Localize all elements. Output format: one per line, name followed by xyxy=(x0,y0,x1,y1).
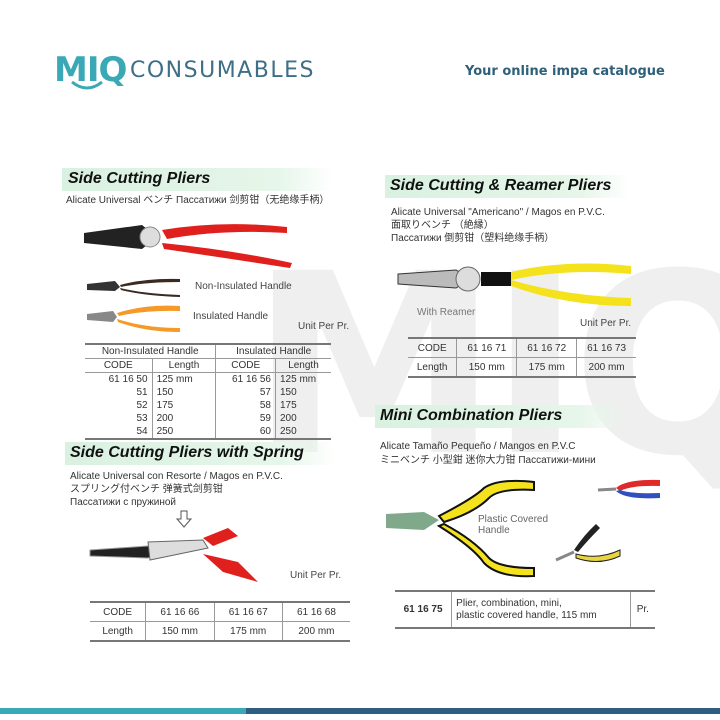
cell: 52 xyxy=(136,400,148,411)
section-subtitle: Alicate Tamaño Pequeño / Mangos en P.V.C xyxy=(380,441,576,452)
label-with-reamer: With Reamer xyxy=(417,307,476,318)
group-header: Non-Insulated Handle xyxy=(101,346,199,357)
section-title-bar xyxy=(62,168,332,191)
section-subtitle: Alicate Universal con Resorte / Magos en… xyxy=(70,471,283,482)
section-title-mini: Mini Combination Pliers xyxy=(380,407,563,424)
red-blue-mini-pliers-image xyxy=(597,479,660,499)
length-label: Length xyxy=(102,625,133,637)
length-cell: 200 mm xyxy=(281,621,350,641)
cell: 125 mm xyxy=(274,372,331,386)
side-cutting-table: Non-Insulated Handle Insulated Handle COD… xyxy=(85,343,331,440)
length-cell: 200 mm xyxy=(576,357,636,377)
black-yellow-mini-pliers-image xyxy=(555,524,621,562)
code-label: CODE xyxy=(417,342,447,354)
reamer-table: CODE 61 16 71 61 16 72 61 16 73 Length 150 m… xyxy=(408,337,636,378)
section-subtitle: スプリング付ベンチ 弹簧式剑剪钳 xyxy=(70,484,223,495)
cell: 175 xyxy=(151,399,216,412)
cell: 150 xyxy=(274,386,331,399)
section-subtitle: Alicate Universal ベンチ Пассатижи 剑剪钳（无绝缘手… xyxy=(66,195,330,206)
cell: 125 mm xyxy=(151,372,216,386)
down-arrow-icon xyxy=(176,510,192,528)
code-cell: 61 16 66 xyxy=(145,602,215,622)
mini-table: 61 16 75 Plier, combination, mini, plasti… xyxy=(395,590,655,629)
col-header: CODE xyxy=(215,358,276,373)
group-header: Insulated Handle xyxy=(215,344,331,359)
cell: 200 xyxy=(274,412,331,425)
red-pliers-image xyxy=(84,224,292,268)
table-row: 53 200 59 200 xyxy=(85,412,331,425)
section-title-reamer: Side Cutting & Reamer Pliers xyxy=(390,177,612,194)
code-cell: 61 16 67 xyxy=(213,602,283,622)
footer-bar-navy xyxy=(246,708,720,714)
mini-pliers-image xyxy=(386,479,535,578)
table-row: 61 16 50 125 mm 61 16 56 125 mm xyxy=(85,372,331,386)
section-title-bar xyxy=(385,175,630,198)
cell: 60 xyxy=(215,425,276,439)
section-subtitle: Пассатижи с пружиной xyxy=(70,497,177,508)
label-plastic-covered: Plastic Covered Handle xyxy=(478,514,548,536)
unit-cell: Pr. xyxy=(629,591,655,628)
description-line: Plier, combination, mini, xyxy=(456,597,562,609)
cell: 53 xyxy=(136,413,148,424)
tagline: Your online impa catalogue xyxy=(465,64,665,79)
cell: 57 xyxy=(215,386,276,399)
footer-bar-teal xyxy=(0,708,246,714)
label-line: Plastic Covered xyxy=(478,514,549,525)
section-title-side-cutting: Side Cutting Pliers xyxy=(68,170,211,187)
non-insulated-pliers-image xyxy=(87,278,180,297)
section-title-spring: Side Cutting Pliers with Spring xyxy=(70,444,304,461)
code-cell: 61 16 73 xyxy=(576,338,636,358)
spring-table: CODE 61 16 66 61 16 67 61 16 68 Length 150 m… xyxy=(90,601,350,642)
cell: 250 xyxy=(274,425,331,439)
code-cell: 61 16 75 xyxy=(403,604,443,615)
length-cell: 150 mm xyxy=(456,357,517,377)
col-header: Length xyxy=(151,358,216,373)
code-cell: 61 16 72 xyxy=(516,338,577,358)
cell: 54 xyxy=(136,426,148,437)
unit-label: Unit Per Pr. xyxy=(298,321,350,332)
insulated-pliers-image xyxy=(87,305,180,332)
cell: 250 xyxy=(151,425,216,439)
code-cell: 61 16 71 xyxy=(456,338,517,358)
col-header: Length xyxy=(274,358,331,373)
table-row: 54 250 60 250 xyxy=(85,425,331,439)
section-subtitle: ミニベンチ 小型鉗 迷你大力钳 Пассатижи-мини xyxy=(380,455,596,466)
logo-mark: MIQ xyxy=(54,50,127,90)
cell: 175 xyxy=(274,399,331,412)
logo-smile-icon xyxy=(71,80,103,90)
section-subtitle: 面取りベンチ （絶縁） xyxy=(391,220,494,231)
yellow-pliers-image xyxy=(397,263,631,306)
length-cell: 175 mm xyxy=(213,621,283,641)
unit-label: Unit Per Pr. xyxy=(580,318,632,329)
code-label: CODE xyxy=(103,606,133,618)
code-cell: 61 16 68 xyxy=(281,602,350,622)
cell: 150 xyxy=(151,386,216,399)
label-non-insulated: Non-Insulated Handle xyxy=(195,281,292,292)
unit-label: Unit Per Pr. xyxy=(290,570,342,581)
description-line: plastic covered handle, 115 mm xyxy=(456,609,597,621)
table-row: 52 175 58 175 xyxy=(85,399,331,412)
cell: 51 xyxy=(136,387,148,398)
section-title-bar xyxy=(65,442,335,465)
section-subtitle: Alicate Universal "Americano" / Magos en… xyxy=(391,207,605,218)
logo-text: CONSUMABLES xyxy=(130,58,315,83)
section-subtitle: Пассатижи 倒剪钳（塑料绝缘手柄） xyxy=(391,233,555,244)
length-cell: 175 mm xyxy=(516,357,577,377)
length-cell: 150 mm xyxy=(145,621,215,641)
section-title-bar xyxy=(375,405,630,428)
cell: 59 xyxy=(215,412,276,425)
length-label: Length xyxy=(416,361,448,373)
spring-pliers-image xyxy=(89,528,258,582)
cell: 61 16 50 xyxy=(108,374,148,385)
cell: 61 16 56 xyxy=(215,372,276,386)
table-row: 51 150 57 150 xyxy=(85,386,331,399)
cell: 200 xyxy=(151,412,216,425)
label-insulated: Insulated Handle xyxy=(193,311,269,322)
cell: 58 xyxy=(215,399,276,412)
description-cell: Plier, combination, mini, plastic covered… xyxy=(451,591,631,628)
label-line: Handle xyxy=(478,525,510,536)
col-header: CODE xyxy=(103,360,133,371)
